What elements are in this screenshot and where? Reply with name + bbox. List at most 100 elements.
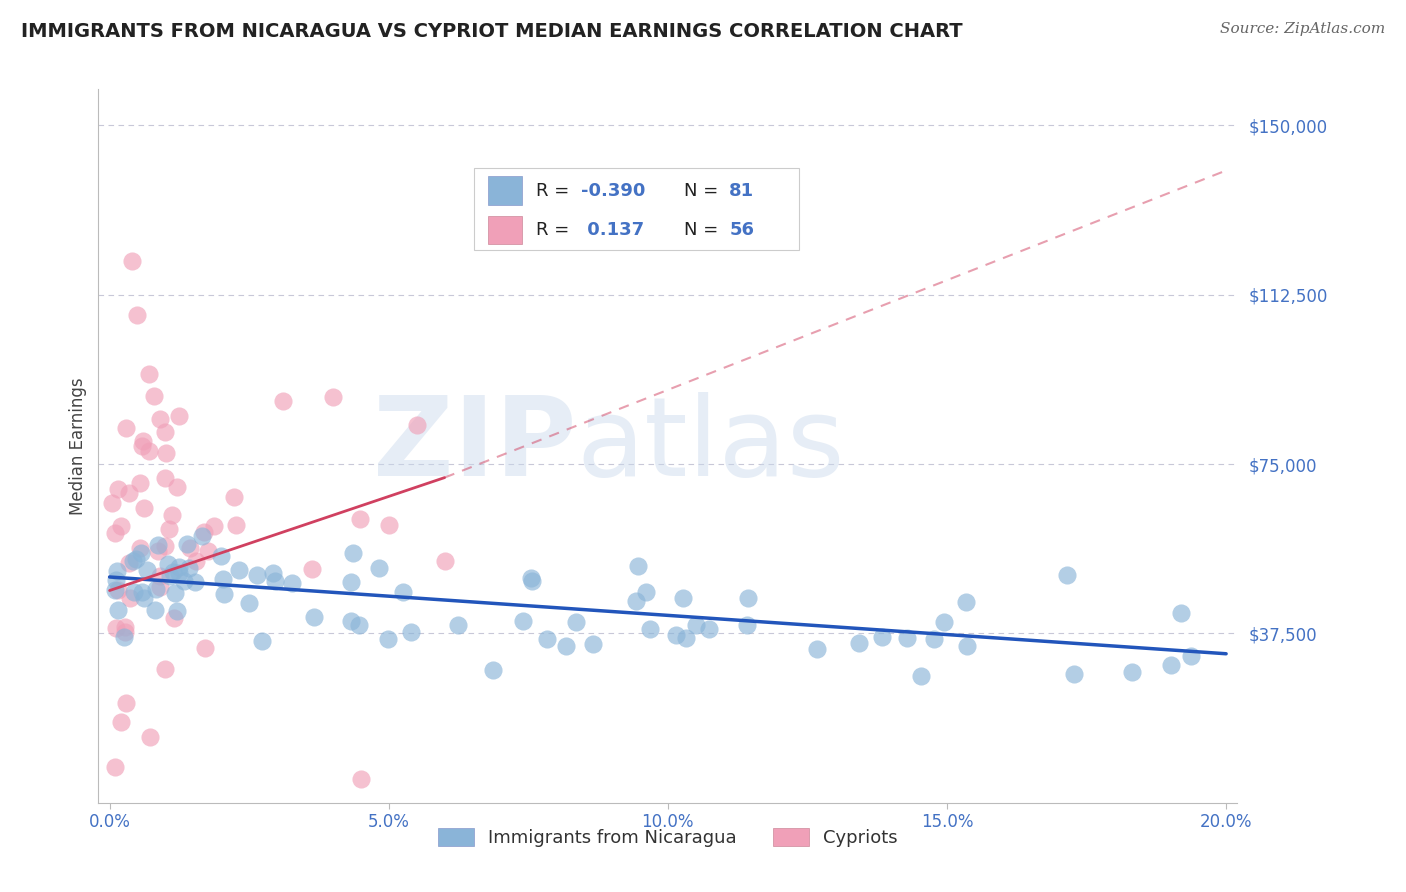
FancyBboxPatch shape	[488, 177, 522, 205]
Immigrants from Nicaragua	[228, 563, 250, 577]
Immigrants from Nicaragua	[1063, 667, 1085, 681]
Immigrants from Nicaragua	[391, 584, 413, 599]
Text: R =: R =	[536, 221, 575, 239]
Cypriots	[301, 562, 323, 576]
Immigrants from Nicaragua	[250, 634, 273, 648]
Cypriots	[101, 496, 124, 510]
Immigrants from Nicaragua	[176, 537, 198, 551]
Cypriots	[138, 443, 160, 458]
Immigrants from Nicaragua	[1180, 649, 1202, 664]
Cypriots	[129, 541, 152, 555]
Immigrants from Nicaragua	[159, 569, 181, 583]
Immigrants from Nicaragua	[281, 575, 304, 590]
Immigrants from Nicaragua	[627, 558, 650, 573]
Immigrants from Nicaragua	[806, 641, 828, 656]
Text: 0.137: 0.137	[581, 221, 644, 239]
Immigrants from Nicaragua	[737, 591, 759, 605]
Cypriots	[194, 640, 217, 655]
Immigrants from Nicaragua	[1170, 606, 1192, 620]
Cypriots	[114, 620, 136, 634]
Immigrants from Nicaragua	[302, 610, 325, 624]
Text: N =: N =	[683, 182, 724, 200]
Immigrants from Nicaragua	[512, 614, 534, 628]
Text: -0.390: -0.390	[581, 182, 645, 200]
Cypriots	[127, 308, 149, 322]
Immigrants from Nicaragua	[638, 623, 661, 637]
Immigrants from Nicaragua	[107, 603, 129, 617]
Text: 56: 56	[730, 221, 755, 239]
Cypriots	[197, 544, 219, 558]
Immigrants from Nicaragua	[246, 568, 269, 582]
Cypriots	[349, 512, 371, 526]
Immigrants from Nicaragua	[1121, 665, 1143, 679]
Text: Source: ZipAtlas.com: Source: ZipAtlas.com	[1219, 22, 1385, 37]
Cypriots	[149, 580, 172, 594]
Immigrants from Nicaragua	[955, 595, 977, 609]
Immigrants from Nicaragua	[263, 574, 285, 588]
Immigrants from Nicaragua	[342, 546, 364, 560]
Cypriots	[222, 490, 245, 504]
Text: R =: R =	[536, 182, 575, 200]
Immigrants from Nicaragua	[910, 668, 932, 682]
Cypriots	[433, 554, 456, 568]
Immigrants from Nicaragua	[956, 639, 979, 653]
Cypriots	[115, 697, 138, 711]
Cypriots	[131, 439, 153, 453]
Text: atlas: atlas	[576, 392, 845, 500]
Cypriots	[163, 611, 186, 625]
Immigrants from Nicaragua	[367, 561, 389, 575]
Cypriots	[166, 480, 188, 494]
Cypriots	[155, 446, 177, 460]
Immigrants from Nicaragua	[896, 631, 918, 645]
Immigrants from Nicaragua	[184, 574, 207, 589]
Cypriots	[149, 412, 172, 426]
Cypriots	[118, 485, 141, 500]
Cypriots	[225, 517, 247, 532]
Immigrants from Nicaragua	[520, 574, 543, 589]
Immigrants from Nicaragua	[848, 635, 870, 649]
Cypriots	[350, 772, 373, 786]
Immigrants from Nicaragua	[582, 637, 605, 651]
Text: IMMIGRANTS FROM NICARAGUA VS CYPRIOT MEDIAN EARNINGS CORRELATION CHART: IMMIGRANTS FROM NICARAGUA VS CYPRIOT MED…	[21, 22, 963, 41]
Cypriots	[202, 519, 225, 533]
Immigrants from Nicaragua	[163, 586, 186, 600]
Cypriots	[117, 557, 139, 571]
Y-axis label: Median Earnings: Median Earnings	[69, 377, 87, 515]
Immigrants from Nicaragua	[870, 630, 893, 644]
Immigrants from Nicaragua	[347, 618, 370, 632]
Cypriots	[110, 519, 132, 533]
Immigrants from Nicaragua	[146, 538, 169, 552]
Cypriots	[104, 526, 127, 541]
Cypriots	[160, 508, 183, 522]
Cypriots	[120, 591, 142, 605]
Immigrants from Nicaragua	[339, 614, 361, 628]
Immigrants from Nicaragua	[626, 594, 648, 608]
Immigrants from Nicaragua	[536, 632, 558, 647]
Cypriots	[121, 253, 143, 268]
Cypriots	[184, 553, 207, 567]
Cypriots	[179, 541, 201, 555]
Cypriots	[167, 409, 190, 424]
Immigrants from Nicaragua	[399, 625, 422, 640]
Immigrants from Nicaragua	[105, 564, 128, 578]
Text: N =: N =	[683, 221, 724, 239]
Cypriots	[405, 417, 427, 432]
Immigrants from Nicaragua	[136, 563, 159, 577]
Immigrants from Nicaragua	[212, 587, 235, 601]
Cypriots	[107, 482, 129, 496]
Immigrants from Nicaragua	[262, 566, 284, 580]
Immigrants from Nicaragua	[520, 571, 543, 585]
Cypriots	[271, 394, 294, 409]
Immigrants from Nicaragua	[191, 529, 214, 543]
Text: ZIP: ZIP	[374, 392, 576, 500]
Immigrants from Nicaragua	[125, 552, 148, 566]
Immigrants from Nicaragua	[482, 663, 505, 677]
Cypriots	[155, 470, 177, 484]
Immigrants from Nicaragua	[131, 585, 153, 599]
Immigrants from Nicaragua	[238, 596, 260, 610]
Cypriots	[153, 539, 176, 553]
Legend: Immigrants from Nicaragua, Cypriots: Immigrants from Nicaragua, Cypriots	[430, 821, 905, 855]
Immigrants from Nicaragua	[156, 557, 179, 571]
Cypriots	[107, 582, 129, 597]
Immigrants from Nicaragua	[166, 604, 188, 618]
